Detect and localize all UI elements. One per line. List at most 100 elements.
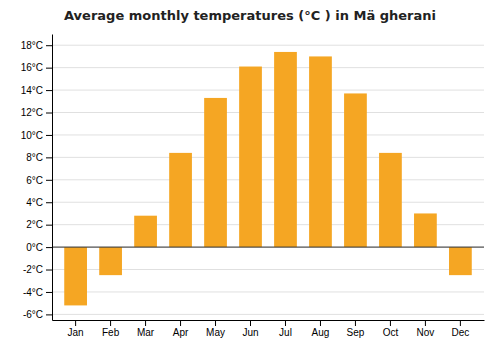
y-tick: -2°C	[23, 264, 52, 275]
y-tick: 0°C	[26, 242, 52, 253]
y-tick-mark	[46, 247, 52, 248]
bar	[414, 213, 437, 247]
x-tick-label: Jan	[68, 327, 84, 338]
grid-line	[52, 179, 484, 180]
grid-line	[52, 112, 484, 113]
x-tick: Oct	[383, 320, 399, 338]
x-tick-mark	[355, 320, 356, 326]
x-tick-label: Feb	[102, 327, 120, 338]
y-tick-label: 16°C	[21, 62, 43, 73]
grid-line	[52, 90, 484, 91]
y-tick-label: 6°C	[26, 175, 43, 186]
y-tick-label: -4°C	[23, 287, 43, 298]
y-tick-label: -2°C	[23, 264, 43, 275]
y-tick: 10°C	[21, 130, 52, 141]
x-tick: Nov	[417, 320, 435, 338]
chart: -6°C -4°C -2°C 0°C 2°C 4°C 6°C 8°C 10°C 12°C 14°C 1…	[0, 0, 500, 350]
x-tick: Apr	[173, 320, 189, 338]
x-tick-label: Jun	[242, 327, 258, 338]
x-tick-mark	[320, 320, 321, 326]
title: Average monthly temperatures (°C ) in Mä…	[64, 8, 436, 23]
y-tick-mark	[46, 202, 52, 203]
y-tick-mark	[46, 90, 52, 91]
x-tick: Aug	[312, 320, 330, 338]
grid-line	[52, 202, 484, 203]
x-tick-mark	[75, 320, 76, 326]
plot: -6°C -4°C -2°C 0°C 2°C 4°C 6°C 8°C 10°C 12°C 14°C 1…	[21, 35, 485, 339]
x-tick-label: Oct	[383, 327, 399, 338]
x-tick-mark	[215, 320, 216, 326]
grid-line	[52, 291, 484, 292]
grid-line	[52, 247, 484, 248]
y-tick-label: -6°C	[23, 309, 43, 320]
y-tick: -4°C	[23, 287, 52, 298]
bar	[344, 93, 367, 247]
y-tick-mark	[46, 180, 52, 181]
y-tick-mark	[46, 135, 52, 136]
x-tick: Sep	[347, 320, 365, 338]
grid-line	[52, 314, 484, 315]
x-tick: Jul	[279, 320, 292, 338]
y-tick-label: 18°C	[21, 40, 43, 51]
y-tick-mark	[46, 157, 52, 158]
bars	[64, 52, 472, 305]
bar	[99, 247, 122, 275]
y-tick-label: 4°C	[26, 197, 43, 208]
y-tick: 14°C	[21, 85, 52, 96]
y-tick: 6°C	[26, 175, 52, 186]
y-tick-label: 8°C	[26, 152, 43, 163]
bar	[379, 153, 402, 247]
grid-line	[52, 134, 484, 135]
x-tick-mark	[425, 320, 426, 326]
x-tick-mark	[285, 320, 286, 326]
y-axis-line	[52, 35, 53, 321]
x-tick-mark	[180, 320, 181, 326]
y-tick-label: 14°C	[21, 85, 43, 96]
y-tick: 4°C	[26, 197, 52, 208]
bar	[449, 247, 472, 275]
x-tick-mark	[390, 320, 391, 326]
y-tick-label: 12°C	[21, 107, 43, 118]
bar	[239, 67, 262, 248]
x-tick-label: Mar	[137, 327, 155, 338]
bar	[134, 216, 157, 247]
y-tick-mark	[46, 68, 52, 69]
bar	[64, 247, 87, 305]
x-tick-label: Nov	[417, 327, 435, 338]
y-tick-label: 0°C	[26, 242, 43, 253]
x-tick-mark	[145, 320, 146, 326]
y-tick-mark	[46, 113, 52, 114]
grid	[52, 45, 484, 314]
x-axis: Jan Feb Mar Apr May Jun Jul Aug Sep Oct Nov Dec	[53, 320, 485, 338]
bar	[204, 98, 227, 247]
y-tick-label: 10°C	[21, 130, 43, 141]
x-tick-label: Jul	[279, 327, 292, 338]
x-tick-label: Dec	[451, 327, 469, 338]
y-tick-mark	[46, 45, 52, 46]
grid-line	[52, 67, 484, 68]
y-tick-mark	[46, 270, 52, 271]
x-tick: Mar	[137, 320, 155, 338]
x-tick: Jun	[242, 320, 258, 338]
y-tick: 8°C	[26, 152, 52, 163]
x-tick: May	[206, 320, 225, 338]
grid-line	[52, 157, 484, 158]
y-tick-mark	[46, 292, 52, 293]
y-tick: 18°C	[21, 40, 52, 51]
x-tick: Dec	[451, 320, 469, 338]
x-tick-label: Sep	[347, 327, 365, 338]
y-tick-mark	[46, 314, 52, 315]
x-axis-line	[53, 320, 485, 321]
y-tick: 12°C	[21, 107, 52, 118]
bar	[274, 52, 297, 247]
y-tick: -6°C	[23, 309, 52, 320]
x-tick-label: Aug	[312, 327, 330, 338]
bar	[309, 56, 332, 247]
x-tick: Jan	[68, 320, 84, 338]
x-tick-mark	[460, 320, 461, 326]
y-tick-mark	[46, 225, 52, 226]
bar	[169, 153, 192, 247]
x-tick-label: May	[206, 327, 225, 338]
y-tick-label: 2°C	[26, 219, 43, 230]
zero-line	[52, 247, 484, 248]
